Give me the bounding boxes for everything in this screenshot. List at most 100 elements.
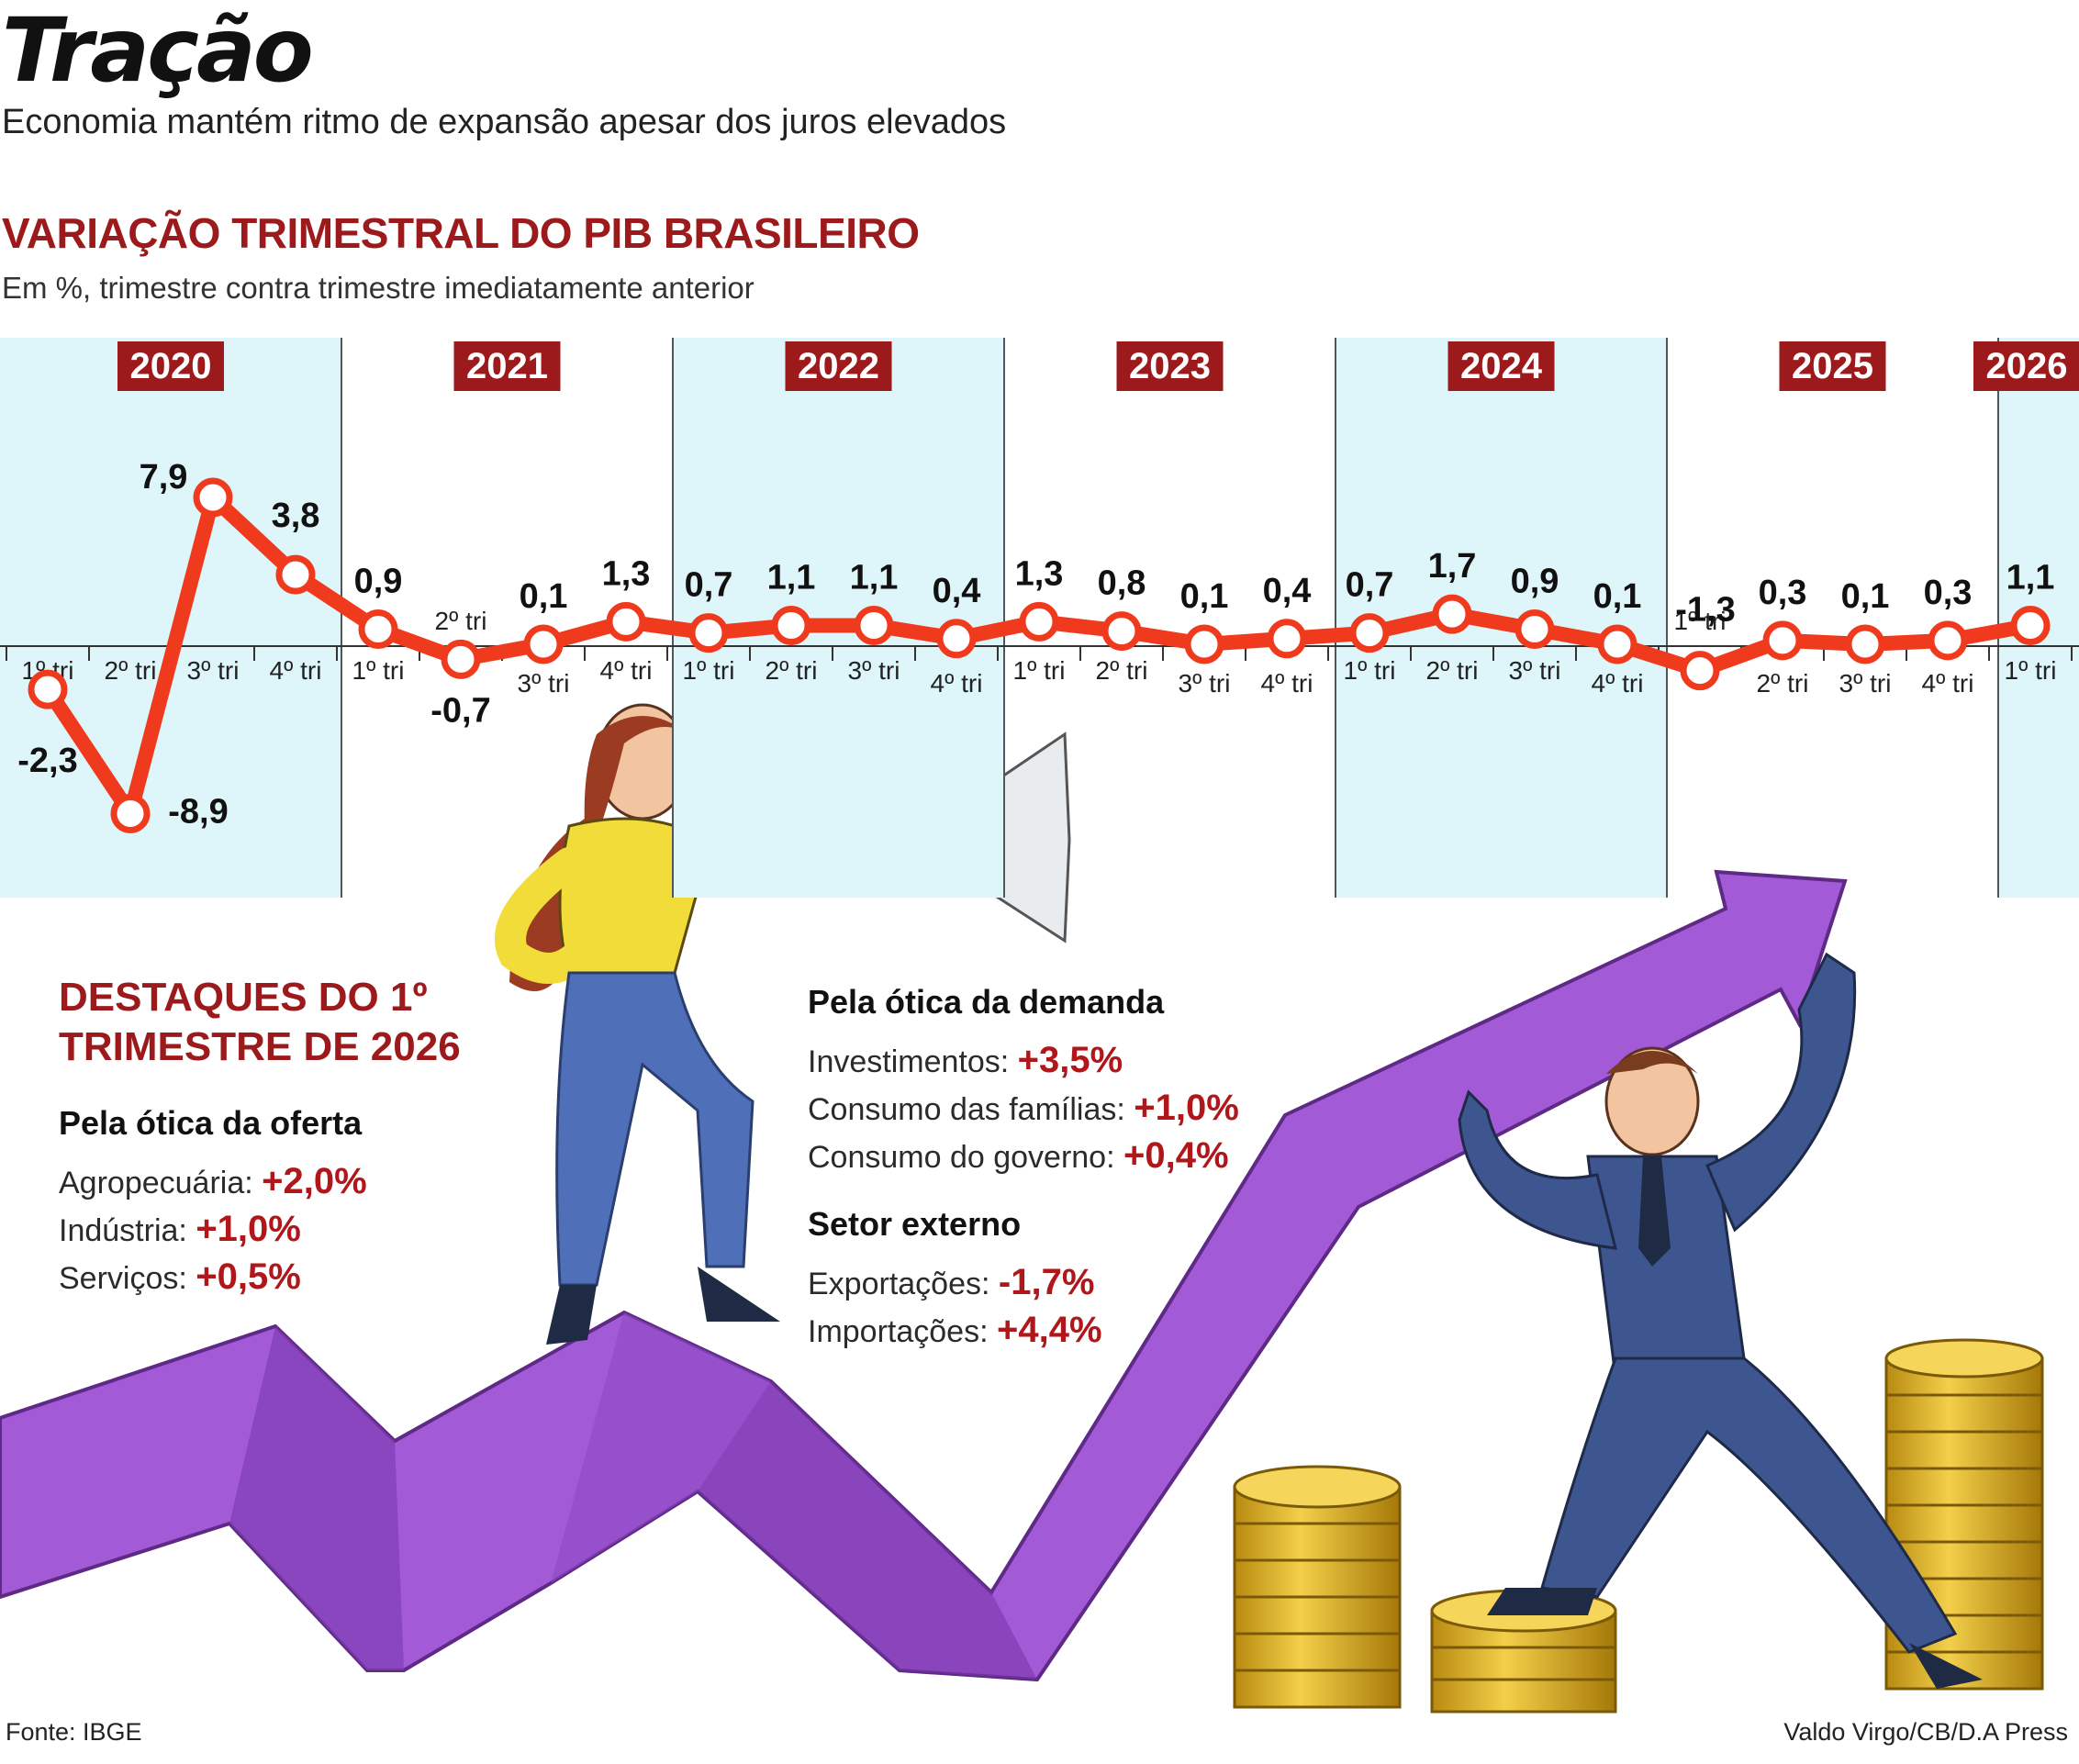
quarter-label: 4º tri: [600, 656, 653, 685]
data-point: [2010, 605, 2051, 645]
data-point: [358, 609, 398, 650]
value-label: 0,4: [933, 572, 981, 610]
highlights-title-line2: TRIMESTRE DE 2026: [59, 1024, 461, 1069]
credit-note: Valdo Virgo/CB/D.A Press: [1783, 1718, 2068, 1746]
data-point: [1184, 624, 1224, 664]
value-label: 0,4: [1263, 572, 1312, 610]
data-point: [688, 613, 729, 653]
quarter-label: 4º tri: [1261, 669, 1313, 698]
data-point: [193, 477, 233, 518]
value-label: 0,1: [1180, 577, 1229, 616]
value-label: 0,9: [1511, 563, 1559, 601]
growth-illustration: [0, 703, 2044, 1714]
demand-section: Pela ótica da demanda Investimentos: +3,…: [808, 980, 1239, 1355]
value-label: 1,3: [1015, 554, 1064, 593]
supply-heading: Pela ótica da oferta: [59, 1104, 363, 1142]
page-subtitle: Economia mantém ritmo de expansão apesar…: [2, 103, 1007, 141]
data-point: [1515, 609, 1555, 650]
data-point: [1762, 620, 1803, 661]
data-point: [1928, 620, 1968, 661]
quarter-label: 2º tri: [1757, 669, 1809, 698]
external-item: Importações: +4,4%: [808, 1310, 1102, 1350]
value-label: 3,8: [272, 497, 320, 535]
data-point: [1267, 619, 1307, 659]
value-label: 1,1: [850, 558, 899, 597]
demand-heading: Pela ótica da demanda: [808, 983, 1165, 1021]
data-point: [1680, 651, 1720, 691]
demand-item: Investimentos: +3,5%: [808, 1040, 1123, 1080]
page-title: Tração: [2, 0, 314, 102]
value-label: -1,3: [1675, 591, 1735, 630]
data-point: [606, 601, 646, 642]
highlights-title-line1: DESTAQUES DO 1º: [59, 975, 428, 1020]
quarter-label: 3º tri: [848, 656, 900, 685]
quarter-label: 2º tri: [435, 607, 487, 635]
value-label: 1,3: [602, 554, 651, 593]
quarter-label: 1º tri: [683, 656, 735, 685]
value-label: 1,1: [767, 558, 816, 597]
quarter-label: 3º tri: [518, 669, 570, 698]
purple-arrow-icon: [0, 869, 1848, 1682]
value-label: 0,1: [520, 577, 568, 616]
data-point: [110, 793, 151, 833]
year-label: 2021: [466, 346, 548, 386]
coin-stack-icon: [1233, 1338, 2044, 1714]
value-label: 0,1: [1841, 577, 1890, 616]
value-label: 7,9: [140, 458, 188, 497]
data-point: [1597, 624, 1637, 664]
year-badge: [1779, 341, 1886, 391]
year-label: 2023: [1129, 346, 1211, 386]
value-label: 0,9: [354, 563, 403, 601]
quarter-label: 1º tri: [352, 656, 405, 685]
quarter-label: 2º tri: [1096, 656, 1148, 685]
year-badge: [453, 341, 561, 391]
data-point: [771, 605, 811, 645]
data-point: [441, 639, 481, 679]
external-item: Exportações: -1,7%: [808, 1262, 1095, 1302]
quarter-label: 4º tri: [1922, 669, 1974, 698]
quarter-label: 3º tri: [1509, 656, 1561, 685]
year-badge: [785, 341, 892, 391]
data-point: [523, 624, 564, 664]
value-label: 0,3: [1759, 574, 1807, 612]
quarter-label: 2º tri: [105, 656, 157, 685]
quarter-label: 4º tri: [1592, 669, 1644, 698]
year-shade: [673, 338, 1004, 898]
data-point: [854, 605, 894, 645]
supply-item: Indústria: +1,0%: [59, 1209, 301, 1249]
year-badge: [1116, 341, 1224, 391]
value-label: -0,7: [430, 691, 490, 730]
chart-subtitle: Em %, trimestre contra trimestre imediat…: [2, 271, 754, 305]
gdp-line-chart: 2020 2021 2022 2023 2024 2025 2026 1º tri 2º tr…: [0, 338, 2079, 898]
year-badge: [117, 341, 224, 391]
data-point: [1845, 624, 1885, 664]
data-point: [275, 554, 316, 595]
data-point: [1101, 611, 1142, 652]
year-label: 2020: [130, 346, 212, 386]
quarter-label: 2º tri: [1426, 656, 1479, 685]
quarter-label: 3º tri: [1179, 669, 1231, 698]
supply-item: Serviços: +0,5%: [59, 1256, 301, 1297]
year-badge: [1973, 341, 2079, 391]
value-label: 0,7: [685, 566, 733, 605]
quarter-label: 3º tri: [187, 656, 240, 685]
value-label: 1,7: [1428, 547, 1477, 586]
quarter-label: 1º tri: [2005, 656, 2057, 685]
quarter-label: 2º tri: [766, 656, 818, 685]
supply-section: Pela ótica da oferta Agropecuária: +2,0%…: [59, 1101, 367, 1301]
source-note: Fonte: IBGE: [6, 1718, 142, 1746]
value-label: 0,8: [1098, 564, 1146, 603]
data-point: [28, 669, 68, 709]
year-label: 2022: [798, 346, 879, 386]
value-label: -8,9: [168, 792, 228, 831]
chart-title: VARIAÇÃO TRIMESTRAL DO PIB BRASILEIRO: [2, 209, 920, 257]
quarter-label: 1º tri: [1344, 656, 1396, 685]
data-point: [1432, 594, 1472, 634]
quarter-label: 1º tri: [1674, 607, 1727, 635]
value-label: -2,3: [17, 742, 77, 780]
year-badge: [1447, 341, 1555, 391]
data-point: [1019, 601, 1059, 642]
quarter-label: 1º tri: [1013, 656, 1066, 685]
businessman-lifting-icon: [1458, 952, 1983, 1689]
value-label: 0,3: [1924, 574, 1973, 612]
